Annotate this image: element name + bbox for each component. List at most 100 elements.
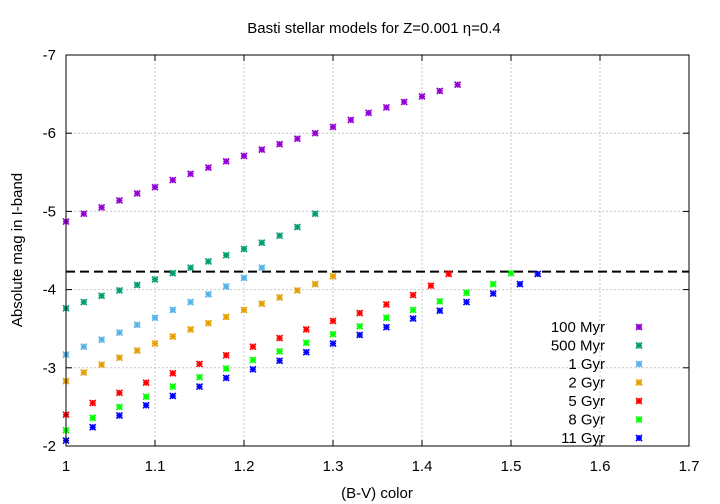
data-point [427, 282, 435, 290]
data-point [204, 257, 212, 266]
data-point [115, 411, 123, 420]
data-point [195, 383, 204, 391]
legend-label: 500 Myr [551, 338, 605, 355]
data-point [98, 292, 106, 300]
data-point [133, 281, 141, 289]
data-point [311, 210, 319, 218]
legend-item: 500 Myr [551, 338, 643, 355]
data-point [302, 339, 310, 347]
data-point [89, 423, 97, 431]
data-point [258, 239, 266, 247]
legend-marker [635, 434, 643, 442]
data-point [187, 264, 195, 272]
data-point [409, 314, 417, 323]
data-point [507, 269, 515, 277]
data-point [240, 245, 248, 253]
x-tick-labels: 1 1.1 1.2 1.3 1.4 1.5 1.6 1.7 [62, 458, 700, 475]
data-point [311, 129, 319, 137]
data-point [89, 414, 97, 422]
x-tick-label: 1 [62, 458, 70, 475]
data-point [445, 270, 453, 278]
data-point [462, 289, 471, 297]
data-point [258, 300, 266, 308]
ticks [65, 54, 690, 447]
data-point [151, 183, 159, 191]
legend-marker [635, 415, 643, 424]
data-point [222, 365, 230, 373]
y-tick-label: -7 [43, 47, 56, 64]
legend-marker [635, 341, 643, 350]
data-point [115, 354, 123, 362]
data-point [249, 343, 257, 351]
data-point [276, 232, 284, 240]
data-point [276, 293, 284, 301]
legend-label: 8 Gyr [568, 412, 605, 429]
data-point [356, 331, 364, 339]
data-point [436, 307, 444, 315]
data-point [142, 393, 150, 401]
data-point [382, 300, 390, 309]
data-point [151, 275, 159, 283]
data-point [293, 286, 301, 294]
data-point [329, 330, 337, 338]
data-point [222, 282, 230, 291]
data-point [329, 317, 337, 325]
data-point [409, 306, 417, 314]
legend-label: 11 Gyr [561, 430, 605, 447]
data-point [89, 399, 97, 407]
x-tick-label: 1.5 [501, 458, 522, 475]
legend-item: 11 Gyr [561, 430, 643, 447]
data-point [382, 314, 390, 322]
data-point [80, 298, 88, 306]
x-tick-label: 1.2 [234, 458, 255, 475]
legend-marker [635, 397, 643, 405]
data-point [195, 360, 204, 368]
data-point [436, 87, 444, 95]
data-point [115, 196, 123, 205]
data-point [142, 379, 150, 387]
data-point [276, 357, 284, 365]
data-point [302, 348, 310, 356]
data-point [356, 309, 364, 317]
data-point [418, 92, 426, 101]
data-point [133, 189, 141, 197]
legend-item: 8 Gyr [568, 412, 643, 429]
data-point [222, 374, 230, 382]
data-point [249, 356, 257, 364]
data-point [293, 135, 301, 143]
legend-item: 1 Gyr [568, 356, 643, 373]
legend-marker [635, 323, 643, 331]
data-point [302, 325, 310, 334]
data-point [169, 369, 177, 377]
data-point [365, 109, 373, 117]
data-point [489, 280, 497, 288]
data-point [169, 306, 177, 314]
data-point [115, 286, 123, 294]
data-point [169, 383, 177, 391]
x-tick-label: 1.1 [145, 458, 166, 475]
legend-marker [635, 360, 643, 368]
data-point [133, 321, 141, 329]
y-axis-label: Absolute mag in I-band [9, 173, 26, 327]
data-point [222, 351, 230, 359]
data-point [240, 306, 248, 314]
data-point [400, 98, 408, 106]
data-point [98, 203, 106, 212]
data-point [329, 272, 337, 280]
y-tick-labels: -2 -3 -4 -5 -6 -7 [43, 47, 56, 455]
legend-label: 2 Gyr [568, 375, 605, 392]
data-point [276, 347, 284, 355]
data-point [240, 152, 248, 160]
data-point [222, 251, 230, 259]
data-point [195, 373, 204, 381]
x-tick-label: 1.4 [412, 458, 433, 475]
legend-item: 2 Gyr [568, 375, 643, 392]
data-point [204, 164, 212, 172]
grid [66, 55, 689, 446]
data-point [80, 343, 88, 351]
data-point [276, 334, 284, 342]
x-tick-label: 1.3 [323, 458, 344, 475]
data-point [115, 389, 123, 397]
